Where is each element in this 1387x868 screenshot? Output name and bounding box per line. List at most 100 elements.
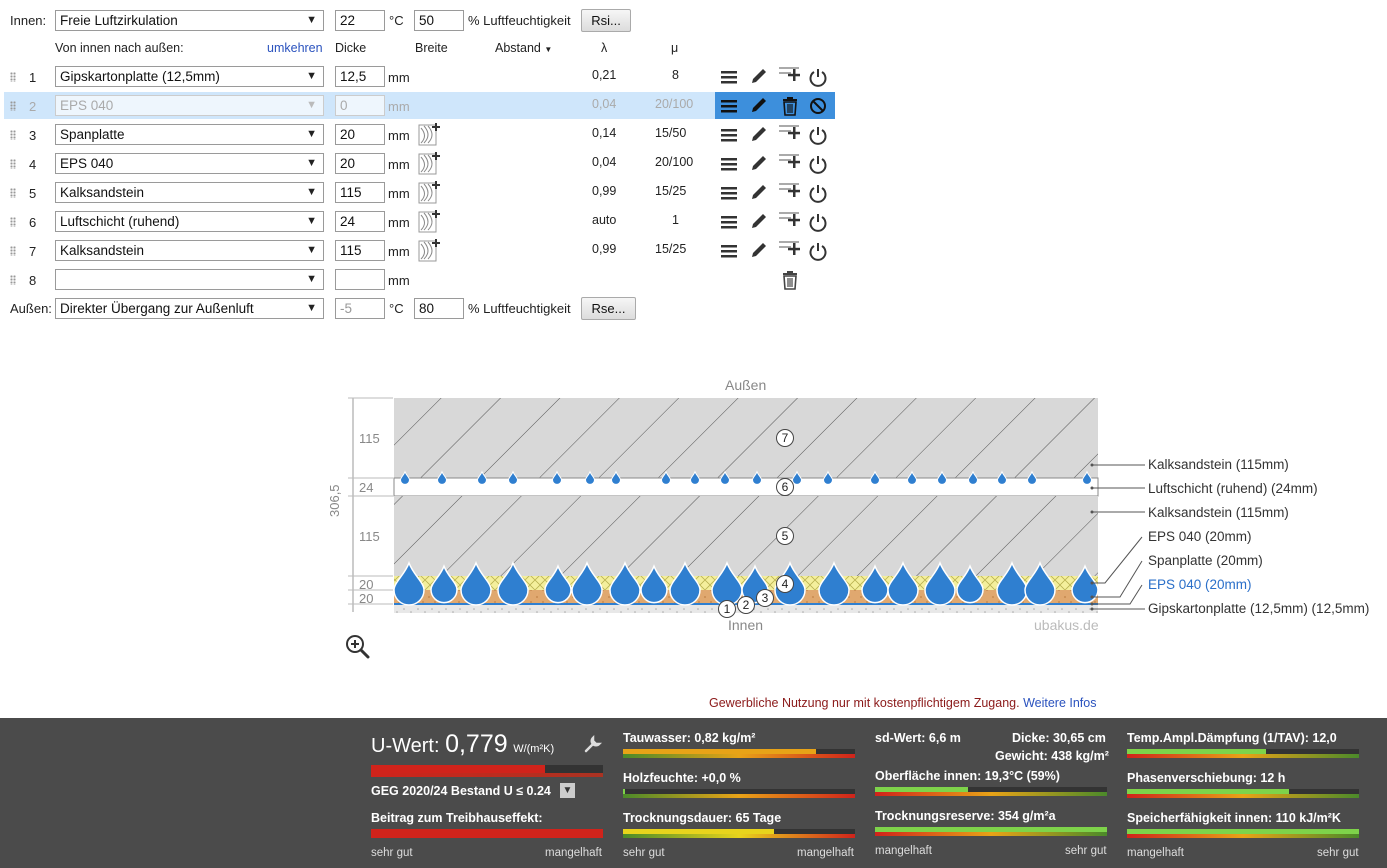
ban-icon[interactable] (807, 95, 829, 117)
pencil-icon[interactable] (748, 123, 770, 145)
drag-handle-icon[interactable] (10, 159, 16, 169)
power-icon[interactable] (807, 153, 829, 175)
inside-temp-input[interactable]: 22 (335, 10, 385, 31)
wood-frame-icon[interactable] (418, 122, 442, 148)
wrench-icon[interactable] (583, 734, 603, 754)
layer-material-select[interactable]: Kalksandstein ▼ (55, 240, 324, 261)
layer-material-select[interactable]: Gipskartonplatte (12,5mm) ▼ (55, 66, 324, 87)
menu-icon[interactable] (718, 211, 740, 233)
menu-icon[interactable] (718, 95, 740, 117)
pencil-icon[interactable] (748, 65, 770, 87)
layer-material-select[interactable]: EPS 040 ▼ (55, 95, 324, 116)
geg-dropdown-icon[interactable]: ▼ (560, 783, 575, 798)
notice-link[interactable]: Weitere Infos (1023, 696, 1097, 710)
power-icon[interactable] (807, 240, 829, 262)
layer-thickness-input[interactable]: 20 (335, 153, 385, 174)
zoom-in-icon[interactable] (344, 633, 370, 659)
layer-thickness-input[interactable]: 20 (335, 124, 385, 145)
layer-number: 4 (29, 157, 37, 172)
trash-icon[interactable] (779, 95, 801, 117)
trash-icon[interactable] (779, 269, 801, 291)
layer-thickness-input[interactable]: 115 (335, 182, 385, 203)
legend-item: EPS 040 (20mm) (1148, 529, 1252, 544)
outside-temp-input[interactable]: -5 (335, 298, 385, 319)
drag-handle-icon[interactable] (10, 217, 16, 227)
drag-handle-icon[interactable] (10, 101, 16, 111)
add-layer-icon[interactable] (778, 180, 804, 202)
add-layer-icon[interactable] (778, 238, 804, 260)
menu-icon[interactable] (718, 66, 740, 88)
drag-handle-icon[interactable] (10, 72, 16, 82)
layer-thickness-input[interactable]: 12,5 (335, 66, 385, 87)
u-number: 0,779 (445, 730, 508, 758)
chevron-down-icon: ▼ (306, 186, 317, 198)
legend-item: Kalksandstein (115mm) (1148, 457, 1289, 472)
u-value-bar (371, 765, 603, 777)
layer-thickness-input[interactable]: 24 (335, 211, 385, 232)
menu-icon[interactable] (718, 153, 740, 175)
layer-material-select[interactable]: Luftschicht (ruhend) ▼ (55, 211, 324, 232)
reverse-link[interactable]: umkehren (267, 41, 323, 55)
layer-thickness-input[interactable]: 0 (335, 95, 385, 116)
drag-handle-icon[interactable] (10, 130, 16, 140)
add-layer-icon[interactable] (778, 64, 804, 86)
menu-icon[interactable] (718, 182, 740, 204)
pencil-icon[interactable] (748, 210, 770, 232)
layer-thickness-input[interactable]: 115 (335, 240, 385, 261)
rsi-button[interactable]: Rsi... (581, 9, 631, 32)
pencil-icon[interactable] (748, 94, 770, 116)
rse-button[interactable]: Rse... (581, 297, 636, 320)
layer-material-value: Gipskartonplatte (12,5mm) (60, 69, 220, 84)
pencil-icon[interactable] (748, 152, 770, 174)
power-icon[interactable] (807, 124, 829, 146)
layer-thickness-input[interactable] (335, 269, 385, 290)
chevron-down-icon: ▼ (306, 128, 317, 140)
drag-handle-icon[interactable] (10, 275, 16, 285)
pencil-icon[interactable] (748, 239, 770, 261)
layer-material-select[interactable]: Spanplatte ▼ (55, 124, 324, 145)
add-layer-icon[interactable] (778, 122, 804, 144)
layer-material-select[interactable]: ▼ (55, 269, 324, 290)
pencil-icon[interactable] (748, 181, 770, 203)
layer-material-select[interactable]: EPS 040 ▼ (55, 153, 324, 174)
add-layer-icon[interactable] (778, 151, 804, 173)
wood-frame-icon[interactable] (418, 151, 442, 177)
add-layer-icon[interactable] (778, 209, 804, 231)
tauwasser-bar-fill (623, 749, 816, 754)
drag-handle-icon[interactable] (10, 188, 16, 198)
inside-humidity-input[interactable]: 50 (414, 10, 464, 31)
menu-icon[interactable] (718, 240, 740, 262)
layer-lambda: 0,04 (592, 155, 617, 169)
layer-number: 7 (29, 244, 37, 259)
menu-icon[interactable] (718, 124, 740, 146)
inside-label: Innen: (10, 13, 47, 28)
water-drop-icon (497, 560, 529, 606)
inside-condition-select[interactable]: Freie Luftzirkulation ▼ (55, 10, 324, 31)
layer-material-select[interactable]: Kalksandstein ▼ (55, 182, 324, 203)
wood-frame-icon[interactable] (418, 238, 442, 264)
caret-down-icon: ▼ (544, 45, 553, 54)
chevron-down-icon: ▼ (306, 302, 317, 314)
power-icon[interactable] (807, 182, 829, 204)
power-icon[interactable] (807, 66, 829, 88)
drag-handle-icon[interactable] (10, 246, 16, 256)
mu-header: μ (671, 41, 679, 55)
tav-bar-fill (1127, 749, 1267, 754)
dim-layer-7: 115 (359, 431, 380, 446)
scale-good-2: sehr gut (623, 847, 665, 859)
water-drop-icon (640, 564, 668, 604)
water-drop-icon (887, 560, 919, 606)
layer-lambda: 0,99 (592, 242, 617, 256)
wood-frame-icon[interactable] (418, 209, 442, 235)
water-drop-icon (460, 560, 492, 606)
speicher-bar (1127, 829, 1359, 838)
notice-text: Gewerbliche Nutzung nur mit kostenpflich… (709, 696, 1020, 710)
distance-header[interactable]: Abstand ▼ (495, 41, 552, 55)
layer-thickness-unit: mm (388, 99, 410, 114)
power-icon[interactable] (807, 211, 829, 233)
outside-condition-select[interactable]: Direkter Übergang zur Außenluft ▼ (55, 298, 324, 319)
wood-frame-icon[interactable] (418, 180, 442, 206)
water-drop-icon (476, 470, 488, 485)
outside-humidity-input[interactable]: 80 (414, 298, 464, 319)
trocknungsreserve-bar (875, 827, 1107, 836)
